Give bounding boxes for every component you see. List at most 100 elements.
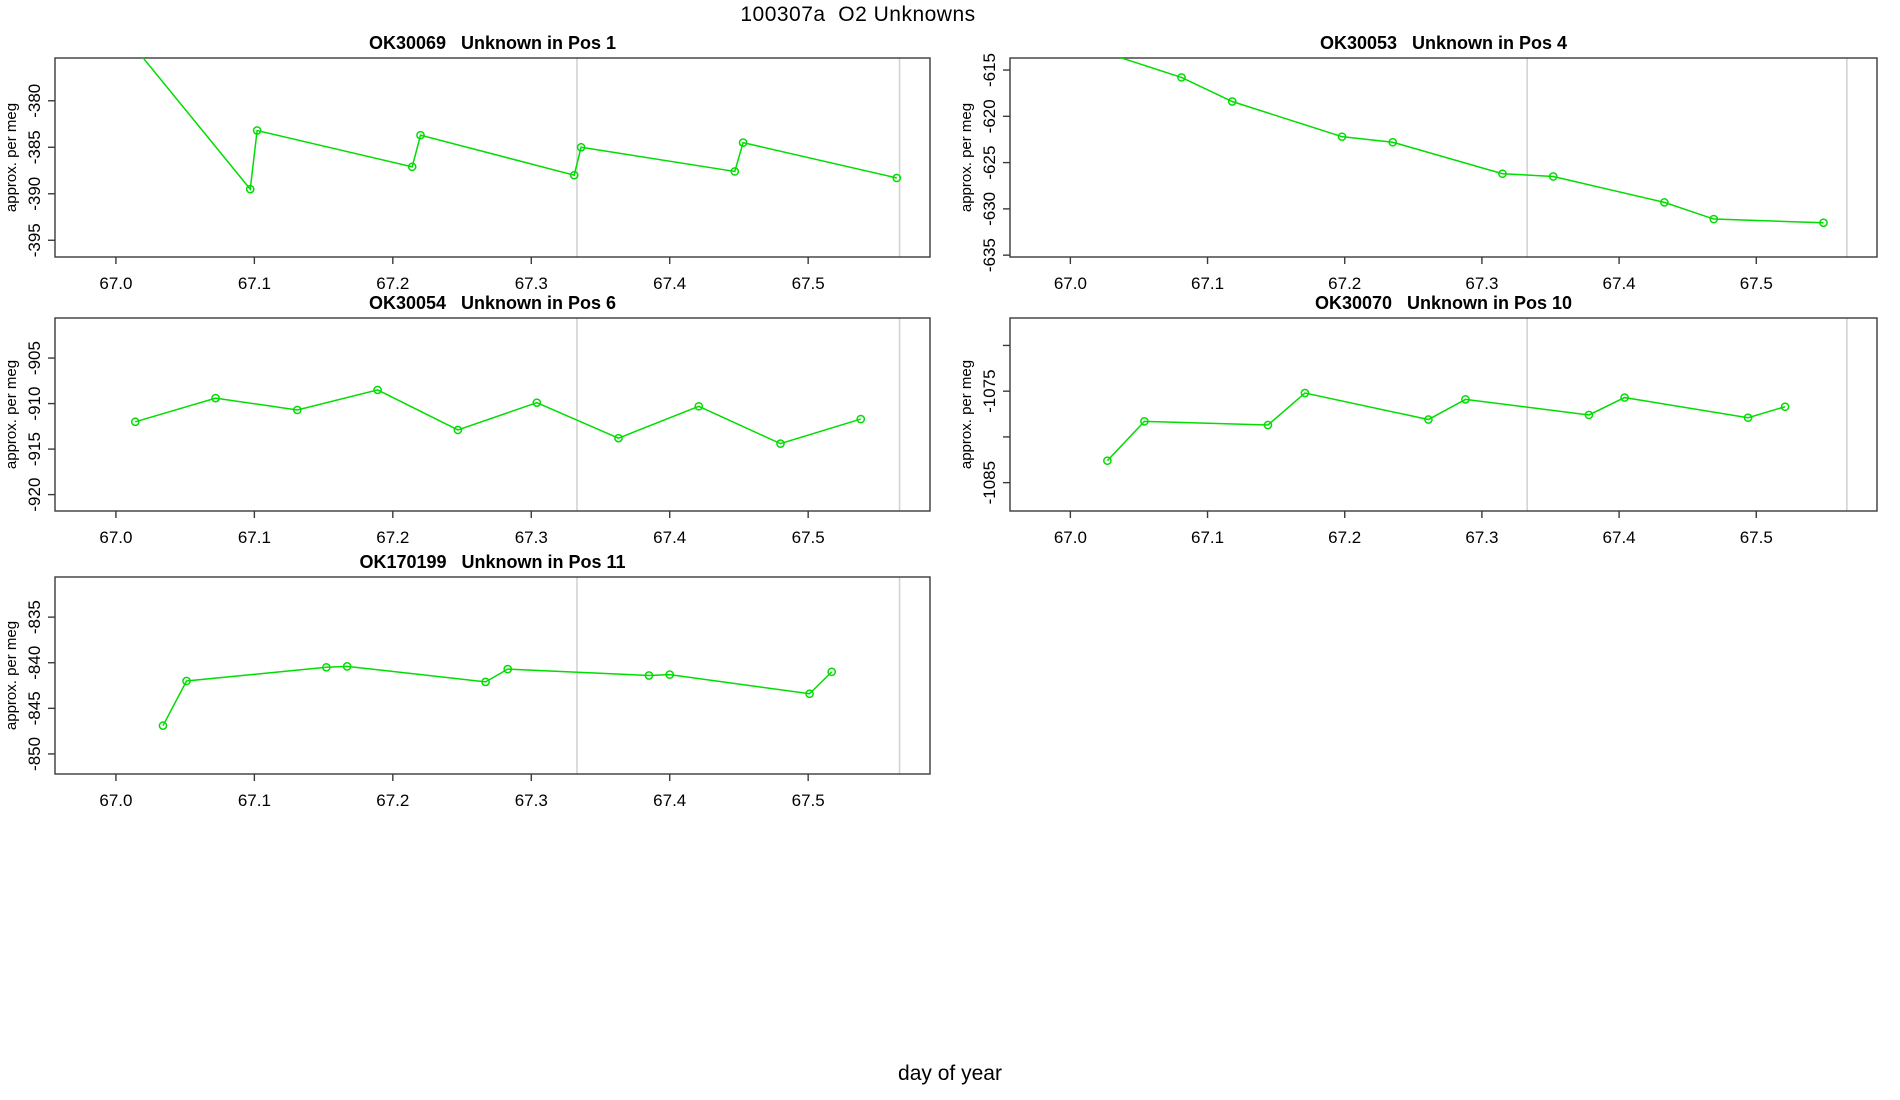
data-point — [1461, 395, 1470, 404]
panel-OK30053: 67.0 67.1 67.2 67.3 67.4 67.5 -635 -630 -625 -620… — [958, 33, 1878, 293]
y-axis-title: approx. per meg — [3, 103, 20, 212]
panel-OK30070: 67.0 67.1 67.2 67.3 67.4 67.5 -1085 -1075 approx… — [958, 293, 1878, 547]
x-tick-label: 67.4 — [1603, 528, 1636, 547]
y-tick-label: -395 — [25, 223, 44, 257]
x-tick-label: 67.1 — [1191, 274, 1224, 293]
x-tick-label: 67.4 — [1603, 274, 1636, 293]
y-tick-label: -840 — [25, 646, 44, 680]
data-point — [644, 671, 654, 680]
y-tick-label: -850 — [25, 737, 44, 771]
data-point — [322, 662, 331, 672]
data-point — [892, 173, 902, 183]
y-axis-title: approx. per meg — [3, 360, 20, 469]
data-point — [827, 667, 837, 677]
plot-box — [54, 57, 931, 258]
x-tick-label: 67.3 — [515, 528, 548, 547]
series-line — [162, 665, 833, 727]
panel-title: OK30070 Unknown in Pos 10 — [1315, 293, 1572, 313]
y-tick-label: -635 — [980, 238, 999, 272]
data-point — [805, 689, 814, 699]
panel-OK170199: 67.0 67.1 67.2 67.3 67.4 67.5 -850 -845 -840 -835… — [3, 552, 931, 810]
y-tick-label: -620 — [980, 99, 999, 133]
y-axis-title: approx. per meg — [958, 103, 975, 212]
x-tick-label: 67.0 — [99, 791, 132, 810]
x-tick-label: 67.1 — [1191, 528, 1224, 547]
x-tick-label: 67.4 — [653, 528, 686, 547]
data-point — [1743, 413, 1753, 423]
data-point — [1424, 415, 1433, 424]
x-tick-label: 67.5 — [1740, 528, 1773, 547]
panel-title: OK30054 Unknown in Pos 6 — [369, 293, 616, 313]
x-tick-label: 67.2 — [1328, 274, 1361, 293]
y-tick-label: -625 — [980, 146, 999, 180]
data-point — [1819, 218, 1828, 228]
data-point — [158, 721, 168, 731]
data-point — [245, 184, 255, 194]
panel-title: OK170199 Unknown in Pos 11 — [359, 552, 625, 572]
data-point — [738, 138, 748, 147]
data-point — [856, 414, 866, 424]
x-tick-label: 67.0 — [99, 528, 132, 547]
x-tick-label: 67.5 — [792, 274, 825, 293]
x-tick-label: 67.2 — [376, 528, 409, 547]
x-tick-label: 67.3 — [1465, 528, 1498, 547]
y-tick-label: -845 — [25, 691, 44, 725]
data-point — [1660, 198, 1669, 207]
y-tick-label: -630 — [980, 192, 999, 226]
panel-title: OK30069 Unknown in Pos 1 — [369, 33, 616, 53]
panel-title: OK30053 Unknown in Pos 4 — [1320, 33, 1567, 53]
y-tick-label: -915 — [25, 432, 44, 466]
series-line — [1106, 392, 1786, 462]
series-line — [142, 58, 897, 191]
data-point — [1103, 456, 1112, 466]
x-tick-label: 67.4 — [653, 791, 686, 810]
data-point — [1337, 132, 1347, 142]
data-point — [373, 385, 382, 395]
y-tick-label: -390 — [25, 177, 44, 211]
data-point — [1263, 420, 1273, 430]
x-tick-label: 67.2 — [1328, 528, 1361, 547]
y-tick-label: -1085 — [980, 461, 999, 504]
data-point — [1227, 97, 1237, 106]
data-point — [1498, 169, 1507, 179]
data-point — [1140, 417, 1149, 426]
x-tick-label: 67.1 — [238, 791, 271, 810]
series-line — [135, 389, 861, 445]
plot-box — [54, 317, 931, 512]
plot-box — [1009, 57, 1878, 258]
y-axis-title: approx. per meg — [958, 360, 975, 469]
y-tick-label: -905 — [25, 341, 44, 375]
y-tick-label: -615 — [980, 53, 999, 87]
data-point — [1709, 214, 1719, 224]
data-point — [569, 170, 579, 180]
data-point — [614, 433, 623, 443]
data-point — [694, 401, 704, 411]
data-point — [407, 162, 417, 172]
data-point — [130, 417, 140, 427]
x-tick-label: 67.2 — [376, 791, 409, 810]
data-point — [1177, 73, 1186, 82]
data-point — [252, 126, 262, 135]
x-tick-label: 67.1 — [238, 528, 271, 547]
data-point — [342, 662, 352, 671]
data-point — [665, 670, 675, 679]
data-point — [1548, 172, 1558, 181]
x-tick-label: 67.3 — [515, 274, 548, 293]
y-tick-label: -380 — [25, 84, 44, 118]
y-tick-label: -920 — [25, 478, 44, 512]
data-point — [416, 130, 425, 140]
data-point — [182, 676, 191, 686]
series-line — [1119, 58, 1824, 224]
data-point — [503, 664, 513, 674]
x-tick-label: 67.2 — [376, 274, 409, 293]
data-point — [1620, 393, 1629, 402]
x-tick-label: 67.5 — [1740, 274, 1773, 293]
y-tick-label: -1075 — [980, 369, 999, 412]
data-point — [776, 439, 785, 448]
data-point — [1780, 402, 1790, 412]
x-tick-label: 67.0 — [1054, 528, 1087, 547]
x-tick-label: 67.0 — [1054, 274, 1087, 293]
plot-box — [54, 576, 931, 775]
x-tick-label: 67.3 — [515, 791, 548, 810]
